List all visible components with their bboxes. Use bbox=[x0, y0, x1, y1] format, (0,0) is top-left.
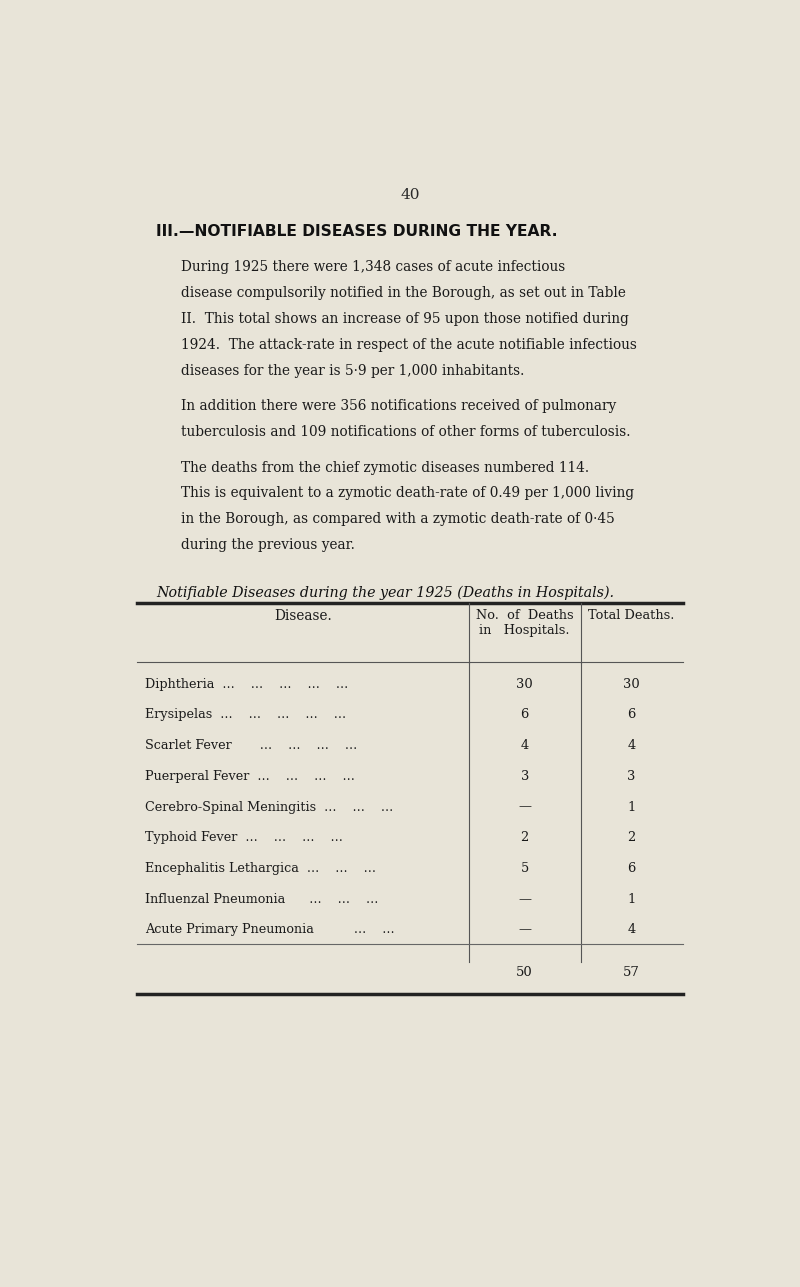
Text: 6: 6 bbox=[627, 862, 636, 875]
Text: This is equivalent to a zymotic death-rate of 0.49 per 1,000 living: This is equivalent to a zymotic death-ra… bbox=[181, 486, 634, 501]
Text: 1924.  The attack-rate in respect of the acute notifiable infectious: 1924. The attack-rate in respect of the … bbox=[181, 337, 637, 351]
Text: Notifiable Diseases during the year 1925 (Deaths in Hospitals).: Notifiable Diseases during the year 1925… bbox=[156, 586, 614, 600]
Text: Scarlet Fever       ...    ...    ...    ...: Scarlet Fever ... ... ... ... bbox=[145, 739, 357, 752]
Text: 4: 4 bbox=[521, 739, 529, 752]
Text: Total Deaths.: Total Deaths. bbox=[589, 609, 675, 623]
Text: 2: 2 bbox=[627, 831, 636, 844]
Text: 3: 3 bbox=[521, 770, 529, 782]
Text: Diphtheria  ...    ...    ...    ...    ...: Diphtheria ... ... ... ... ... bbox=[145, 678, 348, 691]
Text: No.  of  Deaths
in   Hospitals.: No. of Deaths in Hospitals. bbox=[476, 609, 574, 637]
Text: 40: 40 bbox=[400, 188, 420, 202]
Text: Encephalitis Lethargica  ...    ...    ...: Encephalitis Lethargica ... ... ... bbox=[145, 862, 376, 875]
Text: 6: 6 bbox=[521, 708, 529, 722]
Text: Typhoid Fever  ...    ...    ...    ...: Typhoid Fever ... ... ... ... bbox=[145, 831, 342, 844]
Text: Acute Primary Pneumonia          ...    ...: Acute Primary Pneumonia ... ... bbox=[145, 924, 394, 937]
Text: III.—NOTIFIABLE DISEASES DURING THE YEAR.: III.—NOTIFIABLE DISEASES DURING THE YEAR… bbox=[156, 224, 558, 239]
Text: Disease.: Disease. bbox=[274, 609, 332, 623]
Text: 6: 6 bbox=[627, 708, 636, 722]
Text: Influenzal Pneumonia      ...    ...    ...: Influenzal Pneumonia ... ... ... bbox=[145, 893, 378, 906]
Text: 4: 4 bbox=[627, 924, 636, 937]
Text: 30: 30 bbox=[623, 678, 640, 691]
Text: 1: 1 bbox=[627, 893, 636, 906]
Text: —: — bbox=[518, 893, 531, 906]
Text: 2: 2 bbox=[521, 831, 529, 844]
Text: II.  This total shows an increase of 95 upon those notified during: II. This total shows an increase of 95 u… bbox=[181, 311, 629, 326]
Text: In addition there were 356 notifications received of pulmonary: In addition there were 356 notifications… bbox=[181, 399, 616, 413]
Text: During 1925 there were 1,348 cases of acute infectious: During 1925 there were 1,348 cases of ac… bbox=[181, 260, 565, 274]
Text: 3: 3 bbox=[627, 770, 636, 782]
Text: diseases for the year is 5·9 per 1,000 inhabitants.: diseases for the year is 5·9 per 1,000 i… bbox=[181, 363, 524, 377]
Text: disease compulsorily notified in the Borough, as set out in Table: disease compulsorily notified in the Bor… bbox=[181, 286, 626, 300]
Text: —: — bbox=[518, 801, 531, 813]
Text: in the Borough, as compared with a zymotic death-rate of 0·45: in the Borough, as compared with a zymot… bbox=[181, 512, 614, 526]
Text: 57: 57 bbox=[623, 967, 640, 979]
Text: 5: 5 bbox=[521, 862, 529, 875]
Text: —: — bbox=[518, 924, 531, 937]
Text: 1: 1 bbox=[627, 801, 636, 813]
Text: during the previous year.: during the previous year. bbox=[181, 538, 354, 552]
Text: tuberculosis and 109 notifications of other forms of tuberculosis.: tuberculosis and 109 notifications of ot… bbox=[181, 425, 630, 439]
Text: 50: 50 bbox=[516, 967, 533, 979]
Text: Erysipelas  ...    ...    ...    ...    ...: Erysipelas ... ... ... ... ... bbox=[145, 708, 346, 722]
Text: The deaths from the chief zymotic diseases numbered 114.: The deaths from the chief zymotic diseas… bbox=[181, 461, 589, 475]
Text: Cerebro-Spinal Meningitis  ...    ...    ...: Cerebro-Spinal Meningitis ... ... ... bbox=[145, 801, 393, 813]
Text: Puerperal Fever  ...    ...    ...    ...: Puerperal Fever ... ... ... ... bbox=[145, 770, 354, 782]
Text: 4: 4 bbox=[627, 739, 636, 752]
Text: 30: 30 bbox=[516, 678, 533, 691]
